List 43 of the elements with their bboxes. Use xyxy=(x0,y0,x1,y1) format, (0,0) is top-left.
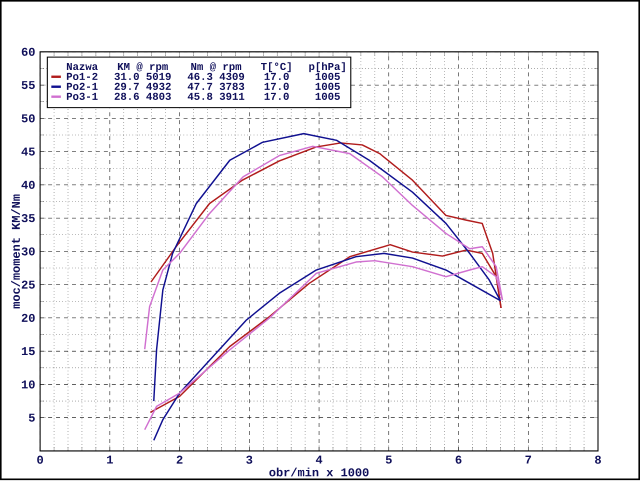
annotation: 17.0 xyxy=(264,72,289,80)
x-tick-label: 2 xyxy=(176,456,182,464)
legend-label: Po2-1 xyxy=(66,82,98,90)
y-tick-label: 50 xyxy=(22,114,35,122)
annotation: 47.7 3783 xyxy=(188,82,244,90)
y-axis-title: moc/moment KM/Nm xyxy=(11,194,20,308)
legend-title: Nazwa xyxy=(66,63,98,70)
y-tick-label: 5 xyxy=(28,414,35,422)
x-tick-label: 0 xyxy=(37,456,44,464)
y-tick-label: 30 xyxy=(22,247,35,256)
annotation: KM @ rpm xyxy=(118,62,168,72)
y-tick-label: 40 xyxy=(21,180,35,190)
annotation: 17.0 xyxy=(264,82,289,90)
annotation: 45.8 3911 xyxy=(188,92,244,100)
annotation: Nm @ rpm xyxy=(191,62,242,72)
annotation: 31.0 5019 xyxy=(114,72,171,80)
x-tick-label: 3 xyxy=(246,456,252,464)
annotation: 1005 xyxy=(316,82,340,90)
x-tick-label: 7 xyxy=(525,456,532,464)
annotation: 28.6 4803 xyxy=(114,92,171,100)
x-tick-label: 6 xyxy=(456,456,462,464)
legend-label: Po3-1 xyxy=(66,92,98,100)
y-tick-label: 45 xyxy=(21,148,35,156)
y-tick-label: 20 xyxy=(22,314,35,322)
x-tick-label: 4 xyxy=(316,456,322,464)
x-tick-label: 1 xyxy=(107,456,113,464)
y-tick-label: 25 xyxy=(22,280,35,289)
x-tick-label: 5 xyxy=(386,456,392,464)
annotation: T[°C] xyxy=(261,62,291,72)
legend-label: Po1-2 xyxy=(66,72,98,80)
y-tick-label: 35 xyxy=(22,214,35,222)
y-tick-label: 15 xyxy=(22,347,35,356)
y-tick-label: 60 xyxy=(22,48,35,56)
x-tick-label: 8 xyxy=(595,456,601,464)
annotation: 29.7 4932 xyxy=(114,82,171,90)
annotation: 1005 xyxy=(316,72,340,80)
annotation: p[hPa] xyxy=(309,62,345,72)
y-tick-label: 55 xyxy=(22,81,35,90)
annotation: 46.3 4309 xyxy=(188,72,244,80)
y-tick-label: 10 xyxy=(22,380,35,389)
x-axis-title: obr/min x 1000 xyxy=(269,468,369,476)
annotation: 17.0 xyxy=(264,92,289,100)
annotation: 1005 xyxy=(316,92,340,100)
